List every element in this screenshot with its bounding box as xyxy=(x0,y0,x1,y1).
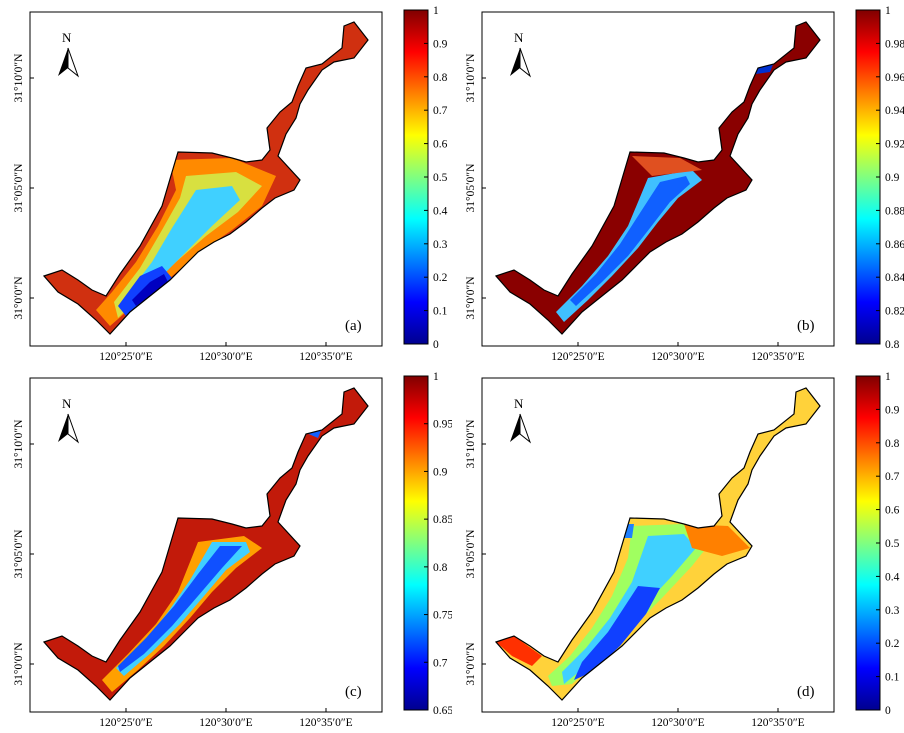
colorbar-tick-label: 0.84 xyxy=(885,272,904,284)
colorbar-tick-label: 0.65 xyxy=(433,705,452,717)
colorbar-tick-label: 0.4 xyxy=(885,571,900,583)
north-label: N xyxy=(62,30,72,45)
colorbar-tick-label: 0.7 xyxy=(433,657,448,669)
y-tick-label: 31°0′0″N xyxy=(13,276,25,320)
colorbar-tick-label: 0 xyxy=(433,339,439,351)
colorbar-tick-label: 0.7 xyxy=(433,105,448,117)
colorbar-tick-label: 0.98 xyxy=(885,38,904,50)
x-tick-label: 120°25′0″E xyxy=(551,717,604,729)
colorbar-tick-label: 0.94 xyxy=(885,105,904,117)
colorbar-tick-label: 0.92 xyxy=(885,139,904,151)
colorbar-tick-label: 0.8 xyxy=(885,339,900,351)
north-label: N xyxy=(514,30,524,45)
map-panel-1: N (a) 120°25′0″E 120°30′0″E 120°35′0″E 31°10′… xyxy=(0,0,452,366)
x-tick-label: 120°25′0″E xyxy=(99,717,152,729)
y-tick-label: 31°0′0″N xyxy=(13,642,25,686)
north-label: N xyxy=(514,396,524,411)
colorbar-tick-label: 0.5 xyxy=(433,172,448,184)
north-arrow-icon: N xyxy=(510,396,532,444)
map-panel-svg: N (d) 120°25′0″E 120°30′0″E 120°35′0″E 31°10′… xyxy=(465,371,900,729)
y-tick-label: 31°10′0″N xyxy=(465,419,477,469)
colorbar-tick-label: 0.5 xyxy=(885,538,900,550)
colorbar-tick-label: 0.9 xyxy=(433,38,448,50)
colorbar-tick-label: 0.6 xyxy=(433,139,448,151)
y-tick-label: 31°0′0″N xyxy=(465,276,477,320)
colorbar-tick-label: 1 xyxy=(885,5,891,17)
colorbar-tick-label: 0.95 xyxy=(433,419,452,431)
colorbar-tick-label: 0.3 xyxy=(433,239,448,251)
x-tick-label: 120°35′0″E xyxy=(299,717,352,729)
north-arrow-icon: N xyxy=(58,30,80,78)
y-tick-label: 31°10′0″N xyxy=(13,419,25,469)
colorbar-tick-label: 1 xyxy=(433,371,439,383)
north-label: N xyxy=(62,396,72,411)
colorbar-tick-label: 0.85 xyxy=(433,514,452,526)
colorbar-tick-label: 0.9 xyxy=(433,466,448,478)
y-tick-label: 31°05′0″N xyxy=(13,163,25,213)
colorbar-tick-label: 0.8 xyxy=(885,438,900,450)
colorbar-tick-label: 0.1 xyxy=(885,672,900,684)
x-tick-label: 120°25′0″E xyxy=(551,351,604,363)
panel-label: (a) xyxy=(345,318,362,334)
x-tick-label: 120°30′0″E xyxy=(651,351,704,363)
lake-outline xyxy=(42,387,369,701)
colorbar-tick-label: 0.9 xyxy=(885,404,900,416)
x-tick-label: 120°30′0″E xyxy=(199,717,252,729)
colorbar-tick-label: 0.3 xyxy=(885,605,900,617)
colorbar-tick-label: 0.1 xyxy=(433,306,448,318)
colorbar-tick-label: 0.2 xyxy=(885,638,900,650)
panel-label: (d) xyxy=(797,684,815,700)
y-tick-label: 31°05′0″N xyxy=(13,529,25,579)
map-panel-svg: N (c) 120°25′0″E 120°30′0″E 120°35′0″E 31°10′… xyxy=(13,371,452,729)
panel-label: (b) xyxy=(797,318,815,334)
lake-raster xyxy=(44,388,368,700)
x-tick-label: 120°35′0″E xyxy=(751,351,804,363)
colorbar-tick-label: 0.8 xyxy=(433,72,448,84)
lake-raster xyxy=(496,22,820,334)
colorbar-tick-label: 0.88 xyxy=(885,205,904,217)
x-tick-label: 120°25′0″E xyxy=(99,351,152,363)
colorbar-tick-label: 0.75 xyxy=(433,610,452,622)
colorbar-tick-label: 0.86 xyxy=(885,239,904,251)
colorbar-tick-label: 0.2 xyxy=(433,272,448,284)
x-tick-label: 120°35′0″E xyxy=(751,717,804,729)
colorbar xyxy=(403,375,429,711)
north-arrow-icon: N xyxy=(58,396,80,444)
colorbar-tick-label: 0.9 xyxy=(885,172,900,184)
colorbar-tick-label: 1 xyxy=(433,5,439,17)
y-tick-label: 31°05′0″N xyxy=(465,529,477,579)
x-tick-label: 120°35′0″E xyxy=(299,351,352,363)
colorbar-tick-label: 0.4 xyxy=(433,205,448,217)
colorbar-tick-label: 0.7 xyxy=(885,471,900,483)
map-panel-2: N (b) 120°25′0″E 120°30′0″E 120°35′0″E 31°10′… xyxy=(452,0,904,366)
lake-outline xyxy=(42,21,369,335)
colorbar-tick-label: 0.82 xyxy=(885,306,904,318)
colorbar-tick-label: 0.8 xyxy=(433,562,448,574)
y-tick-label: 31°05′0″N xyxy=(465,163,477,213)
colorbar-tick-label: 0 xyxy=(885,705,891,717)
colorbar-tick-label: 0.6 xyxy=(885,505,900,517)
map-panel-svg: N (b) 120°25′0″E 120°30′0″E 120°35′0″E 31°10′… xyxy=(465,5,904,363)
colorbar-tick-label: 1 xyxy=(885,371,891,383)
x-tick-label: 120°30′0″E xyxy=(651,717,704,729)
y-tick-label: 31°0′0″N xyxy=(465,642,477,686)
colorbar-tick-label: 0.96 xyxy=(885,72,904,84)
y-tick-label: 31°10′0″N xyxy=(465,53,477,103)
north-arrow-icon: N xyxy=(510,30,532,78)
map-panel-4: N (d) 120°25′0″E 120°30′0″E 120°35′0″E 31°10′… xyxy=(452,366,904,732)
lake-raster xyxy=(496,388,820,700)
y-tick-label: 31°10′0″N xyxy=(13,53,25,103)
x-tick-label: 120°30′0″E xyxy=(199,351,252,363)
panel-label: (c) xyxy=(345,684,362,700)
lake-raster xyxy=(44,22,368,334)
lake-outline xyxy=(494,21,821,335)
lake-outline xyxy=(494,387,821,701)
map-panel-svg: N (a) 120°25′0″E 120°30′0″E 120°35′0″E 31°10′… xyxy=(13,5,448,363)
map-panel-3: N (c) 120°25′0″E 120°30′0″E 120°35′0″E 31°10′… xyxy=(0,366,452,732)
